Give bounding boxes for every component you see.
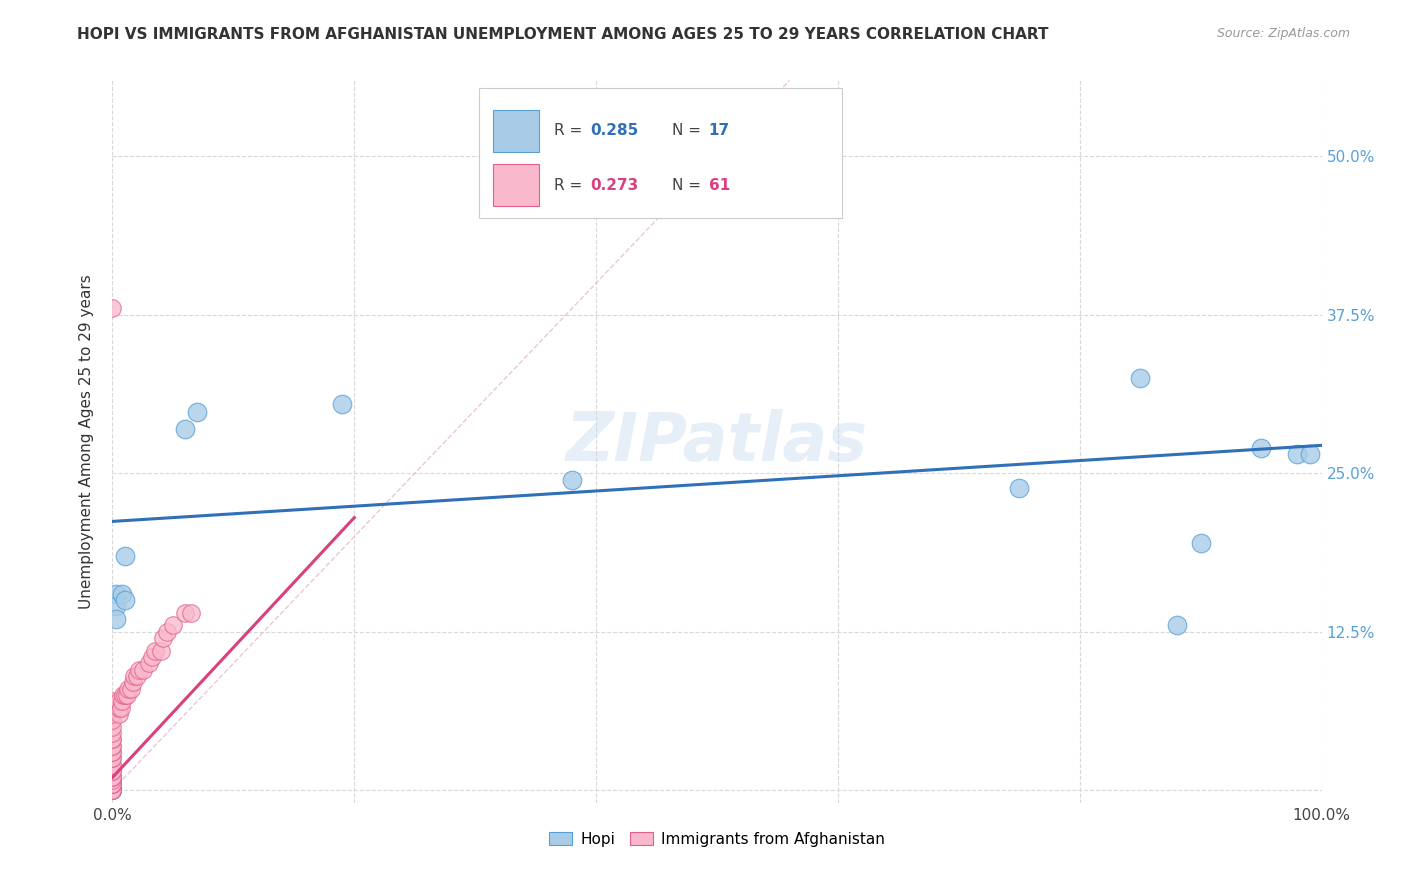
- Point: [101, 783, 124, 797]
- Point: [101, 783, 124, 797]
- Text: 0.285: 0.285: [591, 123, 638, 138]
- Point: [156, 624, 179, 639]
- Point: [101, 771, 124, 785]
- Point: [107, 694, 129, 708]
- Point: [101, 771, 124, 785]
- Point: [101, 777, 124, 791]
- Point: [101, 777, 124, 791]
- Point: [101, 764, 124, 778]
- Point: [143, 643, 166, 657]
- Point: [101, 783, 124, 797]
- Point: [101, 771, 124, 785]
- Point: [101, 739, 124, 753]
- Point: [114, 593, 136, 607]
- Point: [101, 732, 124, 747]
- Point: [101, 777, 124, 791]
- Point: [122, 675, 145, 690]
- Point: [141, 650, 163, 665]
- Point: [138, 657, 160, 671]
- Point: [101, 783, 124, 797]
- Point: [1166, 618, 1188, 632]
- Point: [115, 688, 138, 702]
- Point: [101, 745, 124, 759]
- Point: [152, 631, 174, 645]
- Point: [111, 587, 134, 601]
- Point: [174, 606, 197, 620]
- Text: 0.273: 0.273: [591, 178, 638, 193]
- Text: 61: 61: [709, 178, 730, 193]
- Point: [1286, 447, 1309, 461]
- Point: [101, 783, 124, 797]
- FancyBboxPatch shape: [479, 87, 842, 218]
- Point: [101, 757, 124, 772]
- Point: [101, 783, 124, 797]
- Point: [180, 606, 202, 620]
- Point: [101, 700, 124, 714]
- Legend: Hopi, Immigrants from Afghanistan: Hopi, Immigrants from Afghanistan: [543, 826, 891, 853]
- Text: N =: N =: [672, 123, 706, 138]
- Point: [101, 764, 124, 778]
- Text: 17: 17: [709, 123, 730, 138]
- Point: [112, 688, 135, 702]
- Point: [125, 669, 148, 683]
- Point: [1250, 441, 1272, 455]
- Text: Source: ZipAtlas.com: Source: ZipAtlas.com: [1216, 27, 1350, 40]
- Point: [105, 612, 128, 626]
- FancyBboxPatch shape: [494, 110, 540, 152]
- Point: [101, 783, 124, 797]
- Text: R =: R =: [554, 123, 586, 138]
- Point: [128, 663, 150, 677]
- Point: [101, 757, 124, 772]
- Point: [186, 405, 208, 419]
- Point: [101, 726, 124, 740]
- Point: [561, 473, 583, 487]
- Point: [114, 688, 136, 702]
- Point: [101, 694, 124, 708]
- Point: [101, 739, 124, 753]
- Point: [174, 422, 197, 436]
- Point: [101, 772, 124, 787]
- Point: [162, 618, 184, 632]
- Point: [107, 700, 129, 714]
- Point: [1189, 536, 1212, 550]
- Point: [105, 587, 128, 601]
- Point: [101, 720, 124, 734]
- Y-axis label: Unemployment Among Ages 25 to 29 years: Unemployment Among Ages 25 to 29 years: [79, 274, 94, 609]
- Point: [117, 681, 139, 696]
- Point: [122, 669, 145, 683]
- Text: R =: R =: [554, 178, 586, 193]
- Point: [101, 751, 124, 765]
- Point: [110, 700, 132, 714]
- Point: [105, 599, 128, 614]
- Point: [101, 745, 124, 759]
- Point: [101, 714, 124, 728]
- Point: [101, 301, 124, 316]
- Text: HOPI VS IMMIGRANTS FROM AFGHANISTAN UNEMPLOYMENT AMONG AGES 25 TO 29 YEARS CORRE: HOPI VS IMMIGRANTS FROM AFGHANISTAN UNEM…: [77, 27, 1049, 42]
- Point: [101, 783, 124, 797]
- Point: [1008, 482, 1031, 496]
- Point: [101, 783, 124, 797]
- FancyBboxPatch shape: [494, 164, 540, 206]
- Point: [101, 732, 124, 747]
- Text: ZIPatlas: ZIPatlas: [567, 409, 868, 475]
- Text: N =: N =: [672, 178, 706, 193]
- Point: [330, 396, 353, 410]
- Point: [114, 549, 136, 563]
- Point: [149, 643, 172, 657]
- Point: [101, 707, 124, 722]
- Point: [101, 783, 124, 797]
- Point: [1298, 447, 1320, 461]
- Point: [111, 694, 134, 708]
- Point: [132, 663, 155, 677]
- Point: [101, 783, 124, 797]
- Point: [101, 751, 124, 765]
- Point: [1129, 371, 1152, 385]
- Point: [107, 707, 129, 722]
- Point: [120, 681, 142, 696]
